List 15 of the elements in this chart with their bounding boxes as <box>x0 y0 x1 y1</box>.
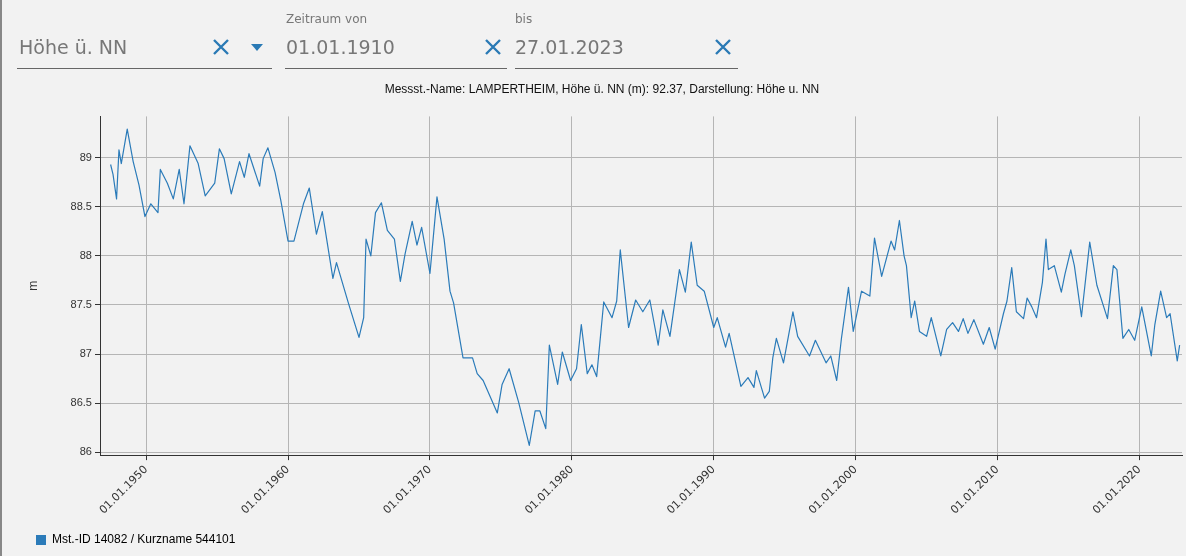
y-tick-label: 88 <box>79 248 92 261</box>
y-tick-label: 87 <box>79 347 92 360</box>
y-axis-title: m <box>25 280 40 291</box>
text: bis <box>515 12 533 26</box>
y-tick-label: 86.5 <box>70 396 92 409</box>
legend-label: Mst.-ID 14082 / Kurzname 544101 <box>52 532 236 547</box>
y-tick-label: 86 <box>79 445 92 458</box>
text: Höhe ü. NN <box>19 36 128 58</box>
chart-title: Messst.-Name: LAMPERTHEIM, Höhe ü. NN (m): 92.37, Darstellung: Höhe u. NN <box>384 81 820 96</box>
y-tick-label: 87.5 <box>70 297 92 310</box>
text: 27.01.2023 <box>515 36 624 58</box>
text: Zeitraum von <box>286 12 368 26</box>
text: 01.01.1910 <box>286 36 395 58</box>
y-tick-label: 88.5 <box>70 199 92 212</box>
y-tick-label: 89 <box>79 150 92 163</box>
